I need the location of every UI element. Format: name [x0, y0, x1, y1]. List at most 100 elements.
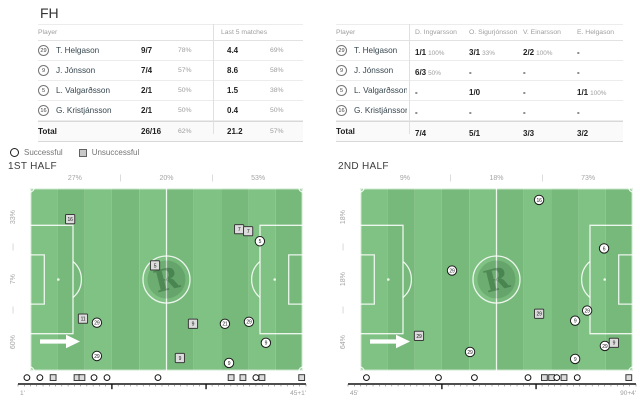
timeline-marker[interactable] [363, 374, 370, 381]
player-row[interactable]: 5 L. Valgarðsson - 1/0 - 1/1 100% [336, 81, 623, 101]
timeline-marker[interactable] [435, 374, 442, 381]
throw-in-marker[interactable]: 29 [91, 350, 103, 362]
total-pct: 62% [178, 128, 192, 135]
svg-text:16: 16 [68, 217, 74, 223]
player-name: G. Kristjánsson [354, 106, 407, 115]
throw-in-marker[interactable]: 29 [446, 265, 458, 276]
timeline-marker[interactable] [471, 374, 478, 381]
throw-in-marker[interactable]: 9 [187, 318, 199, 329]
svg-text:9: 9 [574, 357, 577, 363]
throw-in-marker[interactable]: 29 [243, 316, 255, 327]
throw-in-marker[interactable]: 9 [608, 337, 619, 348]
player-row[interactable]: 29 T. Helgason 9/7 78% 4.4 69% [38, 41, 303, 61]
total-cell: 7/4 [415, 128, 427, 138]
timeline-second-half: 45' 90+4' [347, 373, 637, 401]
throw-in-marker[interactable]: 6 [598, 243, 610, 254]
throw-in-marker[interactable]: 29 [599, 340, 611, 352]
total-cell: 3/3 [523, 128, 535, 138]
svg-text:6: 6 [603, 246, 606, 252]
successful-marker-icon [10, 148, 19, 157]
svg-text:21: 21 [222, 322, 228, 328]
cell: - [523, 67, 526, 77]
timeline-marker[interactable] [78, 374, 86, 382]
svg-text:29: 29 [467, 350, 473, 356]
timeline-marker[interactable] [573, 374, 581, 381]
throw-ins-table: Player Last 5 matches 29 T. Helgason 9/7… [38, 24, 303, 142]
timeline-marker[interactable] [560, 374, 568, 382]
throw-in-marker[interactable]: 29 [464, 346, 476, 358]
timeline-marker[interactable] [36, 374, 44, 381]
jersey-number-badge: 9 [336, 65, 347, 76]
throw-in-marker[interactable]: 29 [581, 305, 593, 316]
timeline-marker[interactable] [103, 374, 111, 381]
column-divider [213, 24, 214, 134]
zone-pct: 53% [251, 175, 266, 182]
throw-in-marker[interactable]: 9 [223, 357, 235, 369]
svg-text:29: 29 [449, 268, 455, 274]
throw-in-marker[interactable]: 7 [234, 224, 245, 235]
side-zone-percentages: 33% | 7% | 60% [5, 188, 21, 371]
svg-text:9: 9 [192, 322, 195, 328]
zone-separator: | [12, 244, 14, 252]
timeline-marker[interactable] [239, 374, 247, 382]
timeline-marker[interactable] [252, 374, 260, 381]
throw-in-marker[interactable]: 7 [243, 226, 254, 237]
timeline-marker[interactable] [90, 374, 98, 381]
throw-in-marker[interactable]: 29 [413, 330, 425, 341]
throw-in-marker[interactable]: 9 [260, 337, 272, 349]
total-cell: 5/1 [469, 128, 481, 138]
throw-in-marker[interactable]: 11 [77, 313, 89, 324]
throw-ins-value: 9/7 [141, 46, 153, 55]
throw-in-marker[interactable]: 21 [219, 318, 231, 329]
throw-in-marker[interactable]: 5 [149, 260, 161, 271]
timeline-marker[interactable] [154, 374, 162, 381]
player-row[interactable]: 9 J. Jónsson 6/3 50% - - - [336, 61, 623, 81]
table-header-row: Player Last 5 matches [38, 24, 303, 41]
timeline-marker[interactable] [227, 374, 235, 382]
throw-in-marker[interactable]: 5 [254, 236, 266, 247]
throw-in-marker[interactable]: 9 [569, 315, 581, 326]
throw-ins-pct: 50% [178, 107, 192, 114]
pitch-markings [29, 187, 304, 372]
half-title: 1ST HALF [8, 161, 57, 172]
team-title: FH [40, 5, 59, 21]
throw-in-marker[interactable]: 29 [533, 308, 545, 319]
svg-text:29: 29 [585, 309, 591, 315]
timeline-marker[interactable] [625, 374, 633, 382]
player-row[interactable]: 9 J. Jónsson 7/4 57% 8.6 58% [38, 61, 303, 81]
throw-in-marker[interactable]: 29 [91, 317, 103, 328]
cell: - [415, 87, 418, 97]
zone-separator: | [342, 306, 344, 314]
svg-text:29: 29 [416, 334, 422, 340]
throw-in-marker[interactable]: 16 [65, 214, 76, 225]
throw-in-marker[interactable]: 9 [569, 353, 581, 365]
throw-in-marker[interactable]: 16 [533, 194, 545, 206]
half-title: 2ND HALF [338, 161, 389, 172]
timeline-axis [17, 374, 307, 390]
player-row[interactable]: 29 T. Helgason 1/1 100% 3/1 33% 2/2 100% - [336, 41, 623, 61]
throw-in-marker[interactable]: 9 [174, 352, 185, 364]
throw-ins-value: 2/1 [141, 106, 153, 115]
player-name: G. Kristjánsson [56, 106, 112, 115]
timeline-marker[interactable] [258, 374, 266, 382]
player-row[interactable]: 5 L. Valgarðsson 2/1 50% 1.5 38% [38, 81, 303, 101]
cell: - [469, 107, 472, 117]
throw-ins-pct: 78% [178, 47, 192, 54]
attack-direction-arrow-icon [370, 334, 410, 349]
zone-separator: | [211, 175, 214, 182]
player-row[interactable]: 16 G. Kristjánsson 2/1 50% 0.4 50% [38, 101, 303, 121]
timeline-marker[interactable] [49, 374, 57, 382]
column-divider [409, 24, 410, 134]
cell: - [577, 67, 580, 77]
throw-ins-pct: 57% [178, 67, 192, 74]
timeline-marker[interactable] [298, 374, 306, 382]
player-row[interactable]: 16 G. Kristjánsson - - - - [336, 101, 623, 121]
throw-ins-value: 2/1 [141, 86, 153, 95]
timeline-marker[interactable] [553, 374, 561, 381]
cell: 1/1 100% [577, 87, 607, 97]
timeline-marker[interactable] [23, 374, 31, 381]
timeline-marker[interactable] [541, 374, 548, 382]
svg-text:9: 9 [574, 319, 577, 325]
timeline-marker[interactable] [524, 374, 532, 381]
